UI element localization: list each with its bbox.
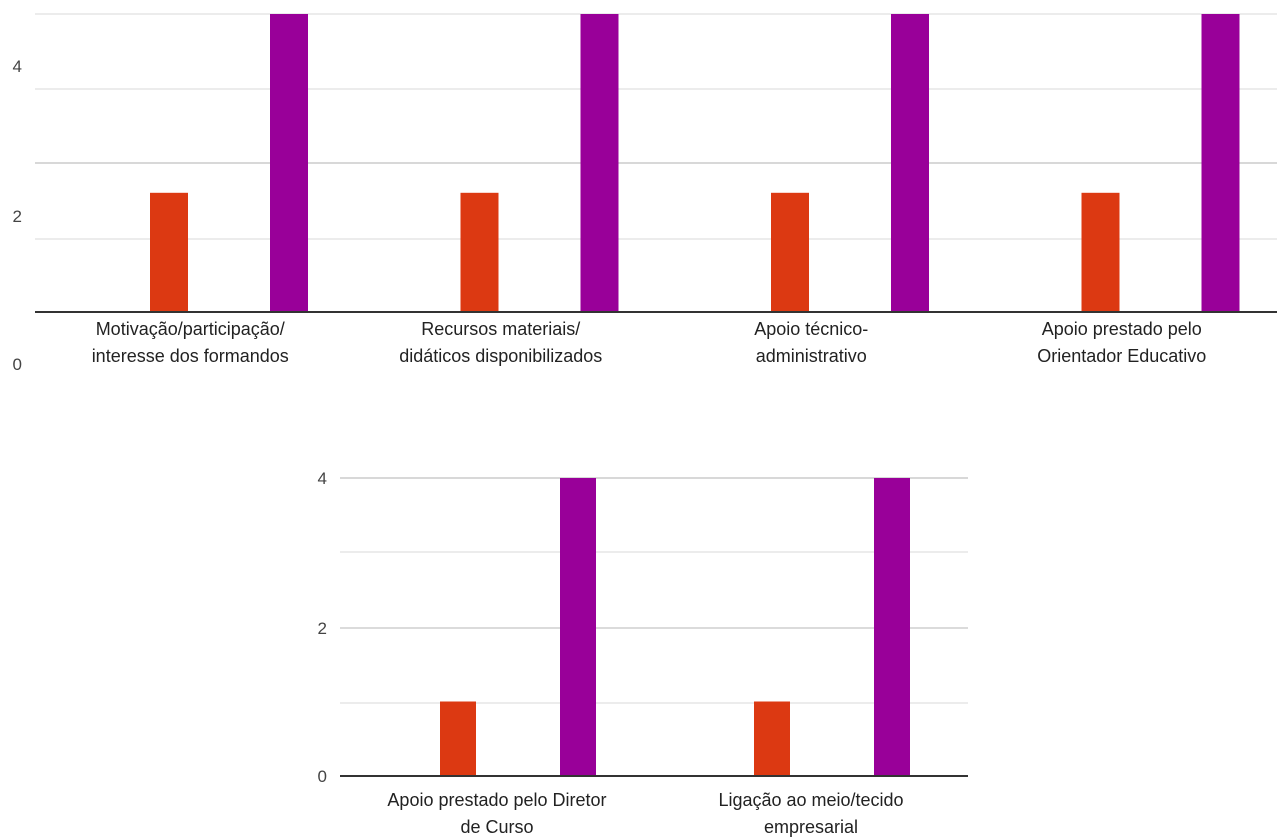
bar-series-2 bbox=[560, 478, 596, 776]
chart-bottom: 0 2 4 Apoio prestado pelo Diretor de Curso Li… bbox=[318, 469, 968, 837]
bar-series-1 bbox=[1081, 192, 1120, 312]
bar-series-2 bbox=[874, 478, 910, 776]
chart-top: 0 2 4 Motivação/participação/interesse dos … bbox=[13, 13, 1277, 374]
y-tick-label: 2 bbox=[13, 207, 22, 226]
bar-series-1 bbox=[754, 701, 790, 776]
bar-series-1 bbox=[771, 192, 809, 312]
bar-series-1 bbox=[150, 192, 188, 312]
bar-series-1 bbox=[440, 701, 476, 776]
y-tick-label: 0 bbox=[13, 355, 22, 374]
category-label: Apoio prestado pelo Diretor de Curso bbox=[387, 790, 606, 837]
bar-series-2 bbox=[580, 14, 619, 312]
category-label: Apoio prestado pelo Orientador Educativo bbox=[1037, 319, 1206, 366]
y-tick-label: 0 bbox=[318, 767, 327, 786]
bar-series-2 bbox=[891, 14, 929, 312]
category-label: Recursos materiais/didáticos disponibili… bbox=[399, 319, 602, 366]
y-tick-label: 4 bbox=[13, 57, 22, 76]
bar-series-2 bbox=[1201, 14, 1240, 312]
y-tick-label: 4 bbox=[318, 469, 327, 488]
category-label: Motivação/participação/interesse dos for… bbox=[92, 319, 289, 366]
bar-series-2 bbox=[270, 14, 308, 312]
bar-series-1 bbox=[460, 192, 499, 312]
category-label: Apoio técnico-administrativo bbox=[754, 319, 868, 366]
category-label: Ligação ao meio/tecido empresarial bbox=[718, 790, 903, 837]
y-tick-label: 2 bbox=[318, 619, 327, 638]
